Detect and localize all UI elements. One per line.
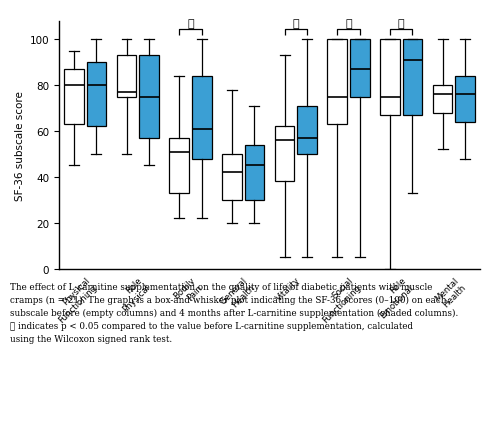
Text: ※: ※ (398, 19, 405, 29)
PathPatch shape (275, 127, 294, 182)
PathPatch shape (139, 56, 159, 138)
PathPatch shape (455, 77, 475, 122)
PathPatch shape (433, 86, 452, 113)
PathPatch shape (380, 40, 400, 115)
PathPatch shape (297, 106, 317, 155)
PathPatch shape (64, 70, 84, 125)
PathPatch shape (403, 40, 422, 115)
Text: ※: ※ (345, 19, 352, 29)
PathPatch shape (192, 77, 212, 159)
PathPatch shape (350, 40, 369, 97)
Y-axis label: SF-36 subscale score: SF-36 subscale score (15, 91, 25, 200)
Text: ※: ※ (293, 19, 299, 29)
PathPatch shape (170, 138, 189, 194)
Text: ※: ※ (187, 19, 194, 29)
PathPatch shape (245, 145, 264, 201)
PathPatch shape (87, 63, 106, 127)
Text: The effect of L-carnitine supplementation on the quality of life of diabetic pat: The effect of L-carnitine supplementatio… (10, 282, 458, 343)
PathPatch shape (117, 56, 136, 97)
PathPatch shape (327, 40, 347, 125)
PathPatch shape (222, 155, 242, 201)
